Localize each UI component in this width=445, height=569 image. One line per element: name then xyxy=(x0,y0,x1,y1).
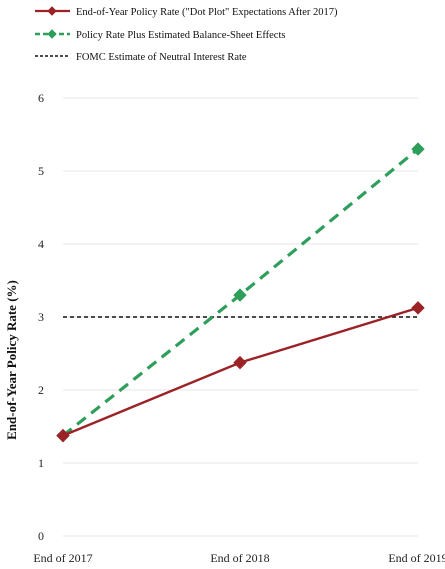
legend: End-of-Year Policy Rate ("Dot Plot" Expe… xyxy=(35,7,338,63)
series-lines xyxy=(57,143,424,442)
dot-plot-series-line xyxy=(63,308,418,436)
y-tick-label: 1 xyxy=(38,456,44,470)
y-tick-label: 4 xyxy=(38,237,44,251)
x-tick-label: End of 2017 xyxy=(33,551,92,565)
legend-dot-plot-label: End-of-Year Policy Rate ("Dot Plot" Expe… xyxy=(76,7,338,18)
y-tick-label: 3 xyxy=(38,310,44,324)
legend-neutral-rate-label: FOMC Estimate of Neutral Interest Rate xyxy=(76,52,247,63)
y-tick-label: 2 xyxy=(38,383,44,397)
legend-balance-sheet-label: Policy Rate Plus Estimated Balance-Sheet… xyxy=(76,30,285,41)
y-tick-label: 5 xyxy=(38,164,44,178)
y-tick-label: 6 xyxy=(38,91,44,105)
legend-dot-plot-marker xyxy=(48,7,56,15)
y-axis-label: End-of-Year Policy Rate (%) xyxy=(4,280,19,440)
axes: 0 1 2 3 4 5 6 End of 2017 End of 2018 End of 2019 xyxy=(33,91,445,565)
x-tick-label: End of 2018 xyxy=(210,551,269,565)
dot-plot-point xyxy=(412,302,424,314)
x-tick-label: End of 2019 xyxy=(388,551,445,565)
dot-plot-point xyxy=(234,357,246,369)
y-tick-label: 0 xyxy=(38,529,44,543)
legend-balance-sheet-marker xyxy=(48,30,56,38)
